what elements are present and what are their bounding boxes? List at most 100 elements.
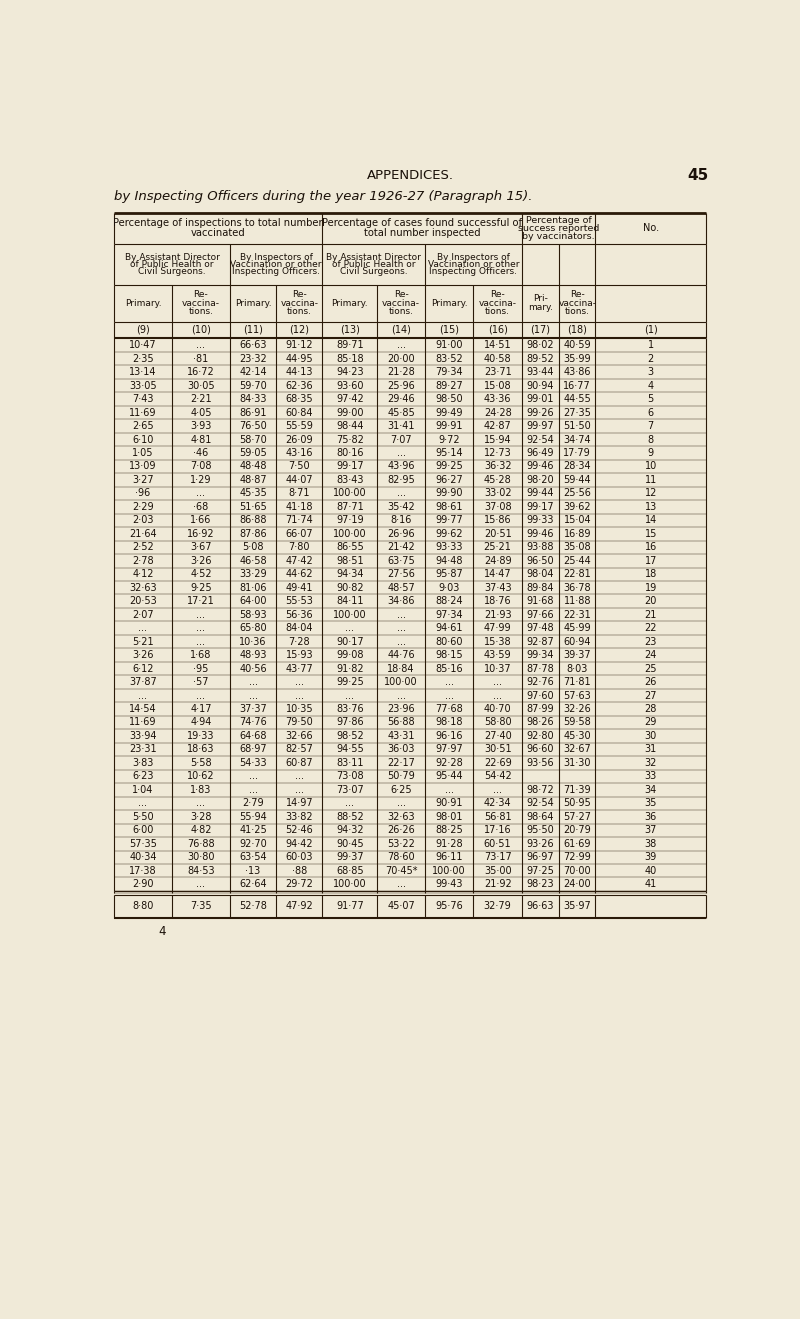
Text: 34: 34: [645, 785, 657, 795]
Text: 99·17: 99·17: [336, 462, 364, 471]
Text: 32·67: 32·67: [563, 744, 591, 754]
Text: 19: 19: [645, 583, 657, 592]
Text: 97·48: 97·48: [526, 623, 554, 633]
Text: 98·20: 98·20: [526, 475, 554, 485]
Text: 99·46: 99·46: [527, 462, 554, 471]
Text: 4·94: 4·94: [190, 718, 212, 728]
Text: 99·00: 99·00: [336, 408, 364, 418]
Text: 15·38: 15·38: [484, 637, 511, 646]
Text: 18: 18: [645, 570, 657, 579]
Text: 96·11: 96·11: [435, 852, 463, 863]
Text: 59·70: 59·70: [239, 381, 267, 390]
Text: 35·42: 35·42: [387, 503, 415, 512]
Text: 68·97: 68·97: [239, 744, 267, 754]
Text: 98·50: 98·50: [435, 394, 463, 404]
Text: 66·63: 66·63: [239, 340, 267, 351]
Text: 98·72: 98·72: [526, 785, 554, 795]
Text: 99·26: 99·26: [526, 408, 554, 418]
Text: (17): (17): [530, 324, 550, 335]
Text: vaccinated: vaccinated: [190, 228, 246, 237]
Text: ·96: ·96: [135, 488, 150, 499]
Text: 73·08: 73·08: [336, 772, 364, 781]
Text: 24·28: 24·28: [484, 408, 511, 418]
Text: 32·26: 32·26: [563, 704, 591, 714]
Text: 8·16: 8·16: [390, 516, 412, 525]
Text: 2·90: 2·90: [132, 880, 154, 889]
Text: Re-: Re-: [194, 290, 208, 299]
Text: 27: 27: [645, 691, 657, 700]
Text: 17·21: 17·21: [187, 596, 215, 607]
Text: 6·10: 6·10: [132, 434, 154, 445]
Text: 44·62: 44·62: [286, 570, 313, 579]
Text: 4·05: 4·05: [190, 408, 212, 418]
Text: 60·94: 60·94: [563, 637, 591, 646]
Text: 21: 21: [645, 609, 657, 620]
Text: ...: ...: [397, 623, 406, 633]
Text: 91·28: 91·28: [435, 839, 463, 848]
Text: 96·16: 96·16: [435, 731, 463, 741]
Text: 7: 7: [647, 421, 654, 431]
Text: 87·99: 87·99: [526, 704, 554, 714]
Text: 26·09: 26·09: [286, 434, 313, 445]
Text: 1·04: 1·04: [132, 785, 154, 795]
Text: 98·15: 98·15: [435, 650, 463, 660]
Text: 88·24: 88·24: [435, 596, 463, 607]
Text: 2·79: 2·79: [242, 798, 264, 809]
Text: 95·76: 95·76: [435, 901, 463, 911]
Text: 31·41: 31·41: [387, 421, 415, 431]
Text: 36·32: 36·32: [484, 462, 511, 471]
Text: ·57: ·57: [194, 677, 209, 687]
Text: 94·23: 94·23: [336, 367, 364, 377]
Text: vaccina-: vaccina-: [478, 298, 517, 307]
Text: Inspecting Officers.: Inspecting Officers.: [430, 266, 518, 276]
Text: 99·01: 99·01: [527, 394, 554, 404]
Text: 33·94: 33·94: [130, 731, 157, 741]
Text: 45·28: 45·28: [484, 475, 511, 485]
Text: ...: ...: [397, 340, 406, 351]
Text: 13·09: 13·09: [130, 462, 157, 471]
Text: 15·94: 15·94: [484, 434, 511, 445]
Text: 20·79: 20·79: [563, 826, 591, 835]
Text: 44·55: 44·55: [563, 394, 591, 404]
Text: total number inspected: total number inspected: [364, 228, 481, 237]
Text: 28·34: 28·34: [563, 462, 591, 471]
Text: 56·81: 56·81: [484, 811, 511, 822]
Text: 97·19: 97·19: [336, 516, 364, 525]
Text: 32: 32: [645, 758, 657, 768]
Text: (16): (16): [488, 324, 507, 335]
Text: 4·82: 4·82: [190, 826, 212, 835]
Text: 10·47: 10·47: [129, 340, 157, 351]
Text: 42·87: 42·87: [484, 421, 511, 431]
Text: 20·00: 20·00: [387, 353, 415, 364]
Text: 63·54: 63·54: [239, 852, 267, 863]
Text: 3·26: 3·26: [132, 650, 154, 660]
Text: 79·34: 79·34: [435, 367, 463, 377]
Text: 30·51: 30·51: [484, 744, 511, 754]
Text: 90·82: 90·82: [336, 583, 364, 592]
Text: Vaccination or other: Vaccination or other: [230, 260, 322, 269]
Text: (15): (15): [439, 324, 459, 335]
Text: 99·17: 99·17: [526, 503, 554, 512]
Text: 89·84: 89·84: [527, 583, 554, 592]
Text: 11·69: 11·69: [130, 408, 157, 418]
Text: 86·55: 86·55: [336, 542, 364, 553]
Text: ...: ...: [197, 488, 206, 499]
Text: 92·54: 92·54: [526, 798, 554, 809]
Text: 15·08: 15·08: [484, 381, 511, 390]
Text: 75·82: 75·82: [336, 434, 364, 445]
Text: 85·16: 85·16: [435, 663, 463, 674]
Text: 31: 31: [645, 744, 657, 754]
Text: 98·44: 98·44: [336, 421, 364, 431]
Text: 24·89: 24·89: [484, 555, 511, 566]
Text: ...: ...: [346, 623, 354, 633]
Text: 17·79: 17·79: [563, 448, 591, 458]
Text: ...: ...: [138, 798, 147, 809]
Text: 68·35: 68·35: [286, 394, 313, 404]
Text: ...: ...: [294, 785, 304, 795]
Text: 96·27: 96·27: [435, 475, 463, 485]
Text: ...: ...: [397, 637, 406, 646]
Text: 60·03: 60·03: [286, 852, 313, 863]
Text: 100·00: 100·00: [333, 529, 366, 539]
Text: vaccina-: vaccina-: [182, 298, 220, 307]
Text: 99·44: 99·44: [527, 488, 554, 499]
